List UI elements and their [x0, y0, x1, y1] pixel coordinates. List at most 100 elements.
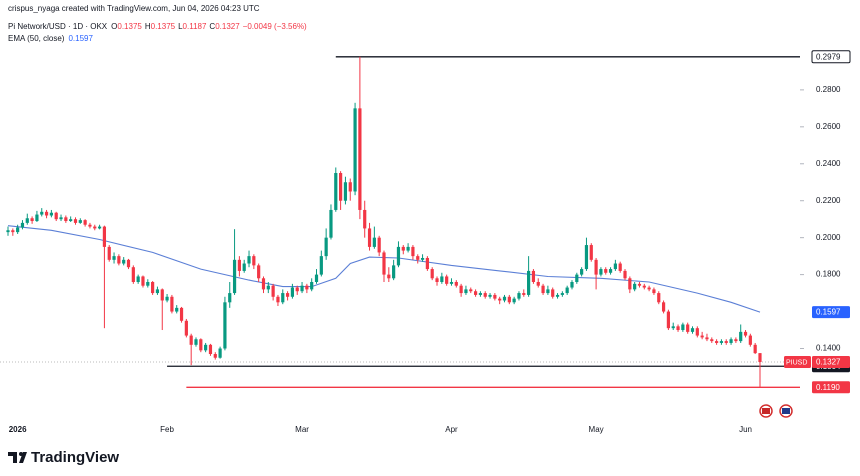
candle-body — [512, 298, 516, 303]
change: −0.0049 (−3.56%) — [243, 22, 307, 31]
candle-body — [276, 296, 280, 303]
candle-body — [266, 285, 270, 290]
candle-body — [88, 224, 92, 227]
candle-body — [78, 220, 82, 223]
y-tick-label: 0.1800 — [816, 270, 841, 279]
ohlc-value: 0.1375 — [151, 22, 176, 31]
ema-line — [7, 225, 761, 313]
candle-body — [546, 289, 550, 294]
candle-body — [637, 283, 642, 286]
candle-body — [136, 276, 140, 282]
candle-body — [348, 182, 352, 192]
close-badge-bg — [812, 355, 850, 368]
ohlc-key: O — [111, 22, 117, 31]
candle-body — [11, 230, 15, 233]
candle-body — [44, 211, 49, 216]
candle-body — [97, 226, 102, 229]
logo: TradingView — [8, 449, 119, 466]
candle-body — [170, 296, 174, 312]
candle-body — [498, 298, 502, 301]
candle-body — [59, 217, 63, 220]
candle-body — [454, 281, 458, 286]
candle-body — [464, 289, 468, 294]
candle-body — [194, 339, 198, 345]
candle-body — [25, 218, 29, 223]
candle-body — [473, 291, 478, 295]
candle-body — [411, 246, 415, 257]
candle-body — [758, 353, 762, 362]
candle-body — [382, 252, 386, 275]
candle-body — [401, 246, 405, 251]
candle-body — [242, 263, 246, 271]
candle-body — [739, 331, 743, 342]
symbol-badge-bg — [784, 355, 811, 368]
candle-body — [618, 263, 622, 271]
candle-body — [372, 237, 376, 247]
candle-body — [657, 293, 661, 303]
candle-body — [430, 269, 434, 279]
candle-body — [661, 302, 666, 312]
level-badge-bg — [811, 50, 851, 64]
candle-body — [478, 293, 483, 295]
ohlc-key: C — [209, 22, 215, 31]
candle-body — [705, 337, 709, 340]
ema-name: EMA (50, close) — [8, 34, 65, 43]
candle-body — [493, 294, 497, 299]
ema-value: 0.1597 — [68, 34, 93, 43]
candle-body — [396, 246, 401, 266]
candle-body — [589, 245, 593, 260]
event-icons — [759, 404, 793, 418]
candle-body — [690, 328, 695, 332]
candle-body — [724, 341, 728, 343]
candle-body — [117, 256, 121, 264]
candle-body — [261, 278, 266, 290]
candle-body — [633, 283, 637, 290]
y-tick-label: 0.2800 — [816, 85, 841, 94]
candle-body — [743, 331, 748, 336]
candle-body — [608, 269, 613, 273]
y-tick-label: 0.2000 — [816, 233, 841, 242]
level-badge-bg — [812, 381, 850, 394]
candle-body — [40, 211, 44, 215]
candle-body — [570, 281, 574, 288]
candle-body — [642, 285, 646, 288]
candle-body — [151, 281, 155, 294]
candle-body — [440, 276, 444, 282]
candle-body — [126, 259, 131, 268]
candle-body — [599, 269, 603, 275]
candle-body — [565, 287, 569, 294]
candle-body — [102, 226, 107, 247]
candle-body — [329, 209, 333, 238]
symbol-title: Pi Network/USD · 1D · OKX — [8, 22, 108, 31]
candle-body — [445, 276, 449, 284]
candle-body — [16, 227, 20, 233]
level-badge: 0.1190 — [816, 383, 840, 392]
candle-body — [715, 341, 719, 343]
candle-body — [469, 289, 473, 292]
candle-body — [35, 214, 39, 222]
candle-body — [551, 289, 555, 297]
candle-body — [184, 320, 188, 336]
ohlc-value: 0.1375 — [117, 22, 142, 31]
candle-body — [541, 285, 545, 294]
x-tick-label: Jun — [739, 425, 752, 434]
candle-body — [295, 287, 299, 292]
candle-body — [310, 281, 314, 290]
candle-body — [199, 339, 203, 351]
y-tick-label: 0.2200 — [816, 196, 841, 205]
x-tick-label: Apr — [445, 425, 458, 434]
candle-body — [30, 218, 34, 222]
ema-badge: 0.1597 — [816, 308, 841, 317]
candle-body — [406, 246, 410, 251]
candle-body — [281, 293, 285, 303]
candle-body — [580, 269, 584, 275]
candle-body — [334, 173, 338, 210]
candle-body — [339, 173, 343, 201]
candle-body — [517, 293, 521, 299]
candle-body — [367, 228, 372, 247]
credit: crispus_nyaga created with TradingView.c… — [8, 4, 260, 13]
x-tick-label: May — [589, 425, 604, 434]
candle-body — [122, 259, 126, 264]
candle-body — [69, 219, 73, 222]
